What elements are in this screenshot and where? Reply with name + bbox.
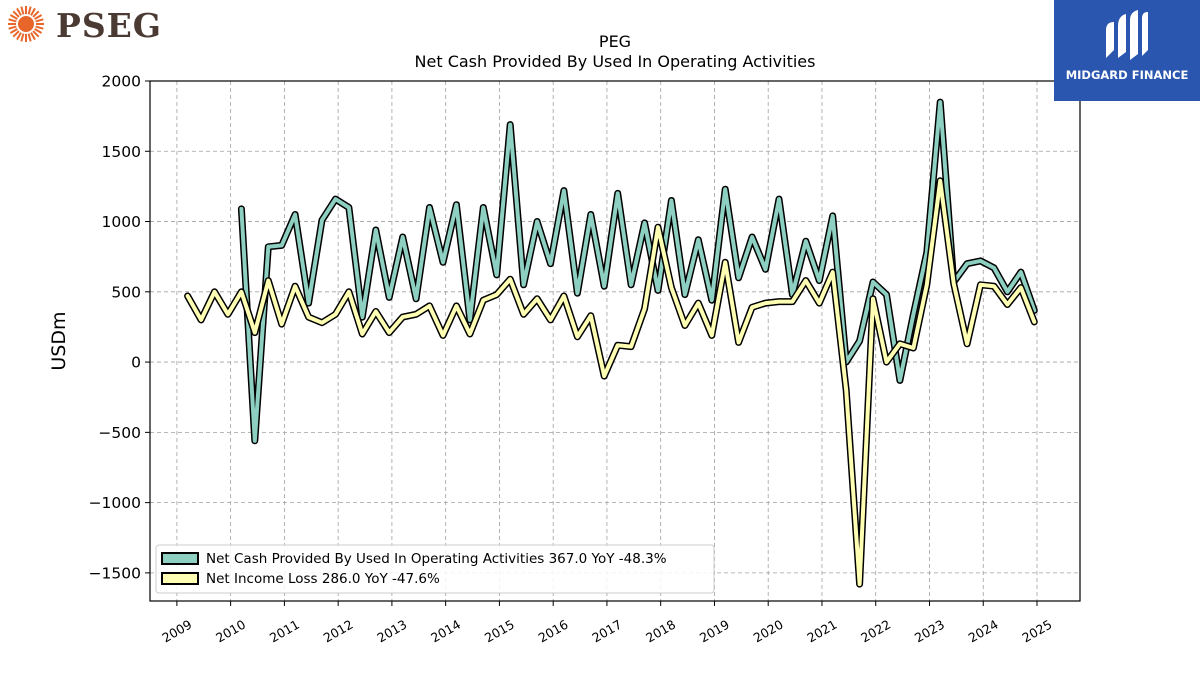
pseg-logo: PSEG [6, 4, 176, 45]
midgard-logo-icon [1106, 10, 1148, 60]
x-tick-label: 2014 [428, 617, 463, 646]
series-layer [184, 98, 1038, 588]
x-tick-label: 2012 [321, 617, 356, 646]
x-tick-label: 2015 [482, 617, 517, 646]
grid [150, 80, 1080, 601]
series-0-outline [237, 98, 1038, 445]
x-tick-label: 2017 [589, 617, 624, 646]
y-tick-label: 1000 [102, 213, 141, 231]
x-tick-label: 2016 [536, 617, 571, 646]
legend-swatch [161, 572, 199, 585]
legend-box [155, 544, 715, 594]
y-tick-label: −1500 [89, 564, 141, 582]
y-tick-label: 500 [111, 283, 141, 301]
x-tick-label: 2024 [966, 617, 1001, 646]
x-tick-label: 2018 [643, 617, 678, 646]
y-tick-label: −500 [98, 424, 141, 442]
legend-swatch [161, 552, 199, 565]
x-tick-label: 2022 [858, 617, 893, 646]
y-tick-label: 1500 [102, 143, 141, 161]
brand-name: PSEG [56, 6, 162, 45]
x-tick-label: 2013 [374, 617, 409, 646]
legend-label: Net Income Loss 286.0 YoY -47.6% [206, 571, 440, 587]
x-tick-label: 2019 [697, 617, 732, 646]
x-tick-label: 2010 [213, 617, 248, 646]
y-tick-label: 2000 [102, 73, 141, 91]
legend: Net Cash Provided By Used In Operating A… [155, 544, 715, 594]
y-tick-label: −1000 [89, 494, 141, 512]
legend-label: Net Cash Provided By Used In Operating A… [206, 551, 667, 567]
x-tick-label: 2021 [804, 617, 839, 646]
y-axis-label: USDm [48, 311, 70, 370]
x-tick-label: 2025 [1019, 617, 1054, 646]
x-tick-label: 2009 [159, 617, 194, 646]
midgard-name: MIDGARD FINANCE [1065, 68, 1189, 82]
chart-subtitle: Net Cash Provided By Used In Operating A… [414, 52, 816, 71]
series-0-line [239, 100, 1037, 443]
x-tick-label: 2023 [912, 617, 947, 646]
chart-title: PEG [598, 32, 632, 51]
y-tick-label: 0 [131, 354, 141, 372]
series-1-line [185, 178, 1037, 587]
sunburst-logo-icon [8, 6, 44, 42]
plot-frame [149, 80, 1081, 602]
x-tick-label: 2011 [267, 617, 302, 646]
x-tick-label: 2020 [751, 617, 786, 646]
midgard-watermark: MIDGARD FINANCE [1054, 0, 1200, 101]
